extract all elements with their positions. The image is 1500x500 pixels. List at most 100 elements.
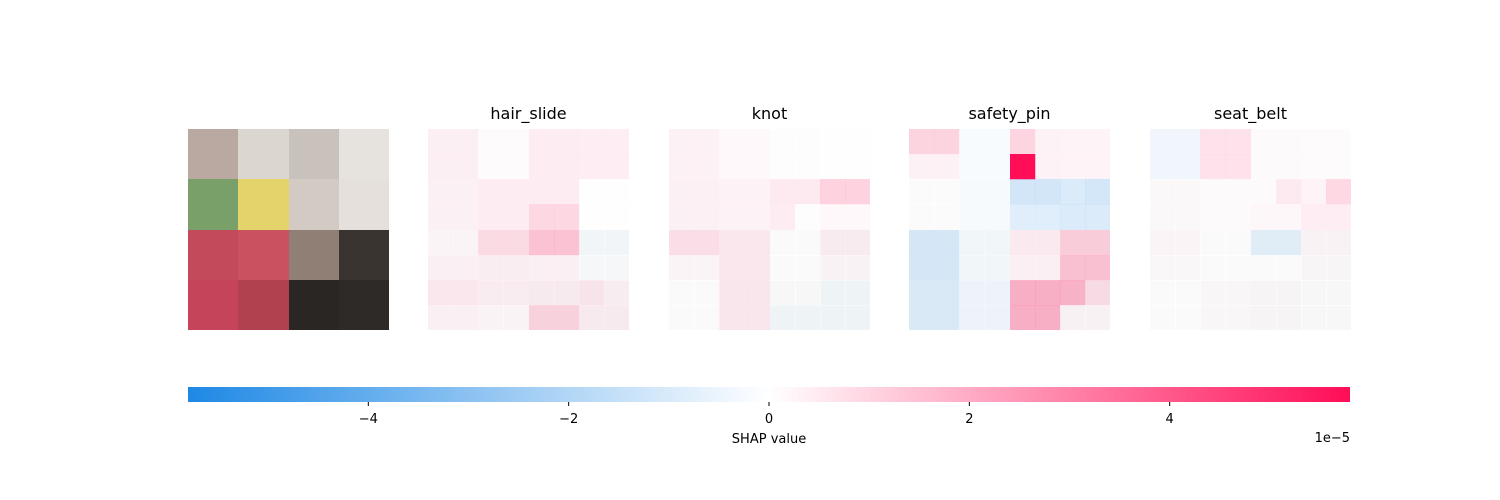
heatmap-cell xyxy=(428,254,454,281)
heatmap-cell xyxy=(478,254,505,281)
heatmap-cell xyxy=(1325,254,1351,281)
heatmap-cell xyxy=(1300,129,1327,155)
heatmap-cell xyxy=(719,254,746,281)
panel-title-hair-slide: hair_slide xyxy=(490,104,567,123)
heatmap-cell xyxy=(503,254,530,281)
heatmap-cell xyxy=(1059,279,1086,306)
heatmap-cell xyxy=(694,154,721,181)
heatmap-cell xyxy=(1034,229,1061,256)
heatmap-cell xyxy=(1059,154,1086,181)
heatmap-cell xyxy=(669,179,695,206)
heatmap-cell xyxy=(719,154,746,181)
heatmap-cell xyxy=(1325,154,1351,181)
image-tile xyxy=(288,279,340,330)
heatmap-cell xyxy=(528,254,555,281)
heatmap-cell xyxy=(794,229,821,256)
heatmap-cell xyxy=(1034,279,1061,306)
heatmap-cell xyxy=(428,154,454,181)
heatmap-cell xyxy=(694,179,721,206)
heatmap-cell xyxy=(1200,254,1227,281)
heatmap-cell xyxy=(909,204,935,231)
image-tile xyxy=(238,229,290,281)
heatmap-cell xyxy=(934,304,961,330)
heatmap-cell xyxy=(669,254,695,281)
heatmap-cell xyxy=(428,179,454,206)
heatmap-cell xyxy=(719,204,746,231)
heatmap-cell xyxy=(934,254,961,281)
heatmap-cell xyxy=(769,254,796,281)
heatmap-cell xyxy=(1034,254,1061,281)
image-tile xyxy=(338,129,389,180)
heatmap-cell xyxy=(909,129,935,155)
heatmap-cell xyxy=(603,279,629,306)
heatmap-cell xyxy=(694,254,721,281)
image-tile xyxy=(338,279,389,330)
heatmap-cell xyxy=(744,179,771,206)
heatmap-cell xyxy=(578,154,605,181)
heatmap-cell xyxy=(694,229,721,256)
heatmap-cell xyxy=(503,154,530,181)
heatmap-cell xyxy=(1250,179,1277,206)
panel-title-knot: knot xyxy=(751,104,788,123)
heatmap-cell xyxy=(744,229,771,256)
heatmap-cell xyxy=(959,279,986,306)
heatmap-cell xyxy=(1325,229,1351,256)
heatmap-cell xyxy=(744,254,771,281)
heatmap-cell xyxy=(1059,129,1086,155)
heatmap-cell xyxy=(984,229,1011,256)
heatmap-cell xyxy=(528,279,555,306)
colorbar-gradient xyxy=(188,387,1350,402)
heatmap-cell xyxy=(819,229,846,256)
heatmap-cell xyxy=(503,204,530,231)
heatmap-cell xyxy=(744,304,771,330)
heatmap-cell xyxy=(1034,304,1061,330)
heatmap-cell xyxy=(984,179,1011,206)
heatmap-cell xyxy=(1009,304,1036,330)
heatmap-cell xyxy=(528,204,555,231)
heatmap-cell xyxy=(453,279,480,306)
colorbar-tick-label: −2 xyxy=(559,412,578,427)
heatmap-cell xyxy=(909,229,935,256)
heatmap-cell xyxy=(503,129,530,155)
heatmap-cell xyxy=(1084,229,1110,256)
heatmap-cell xyxy=(909,179,935,206)
image-tile xyxy=(188,229,239,281)
heatmap-cell xyxy=(1325,304,1351,330)
heatmap-cell xyxy=(1084,279,1110,306)
heatmap-cell xyxy=(794,129,821,155)
heatmap-cell xyxy=(934,229,961,256)
heatmap-cell xyxy=(528,179,555,206)
heatmap-cell xyxy=(578,179,605,206)
heatmap-cell xyxy=(934,204,961,231)
heatmap-cell xyxy=(1175,304,1202,330)
heatmap-cell xyxy=(1150,129,1176,155)
heatmap-cell xyxy=(909,279,935,306)
heatmap-cell xyxy=(1250,154,1277,181)
heatmap-cell xyxy=(1250,229,1277,256)
heatmap-cell xyxy=(794,179,821,206)
heatmap-cell xyxy=(1009,204,1036,231)
heatmap-cell xyxy=(819,304,846,330)
heatmap-cell xyxy=(578,304,605,330)
heatmap-cell xyxy=(1200,204,1227,231)
heatmap-cell xyxy=(819,279,846,306)
heatmap-cell xyxy=(769,154,796,181)
heatmap-cell xyxy=(744,279,771,306)
heatmap-cell xyxy=(769,304,796,330)
heatmap-cell xyxy=(478,179,505,206)
panel-title-seat-belt: seat_belt xyxy=(1214,104,1287,123)
heatmap-cell xyxy=(428,229,454,256)
heatmap-cell xyxy=(959,129,986,155)
heatmap-cell xyxy=(1084,254,1110,281)
original-image xyxy=(188,129,389,330)
heatmap-cell xyxy=(1009,229,1036,256)
heatmap-cell xyxy=(794,154,821,181)
heatmap-cell xyxy=(1225,129,1252,155)
heatmap-cell xyxy=(959,179,986,206)
heatmap-cell xyxy=(984,279,1011,306)
heatmap-cell xyxy=(553,229,580,256)
heatmap-cell xyxy=(553,154,580,181)
heatmap-cell xyxy=(1300,179,1327,206)
heatmap-cell xyxy=(453,254,480,281)
heatmap-cell xyxy=(844,154,870,181)
